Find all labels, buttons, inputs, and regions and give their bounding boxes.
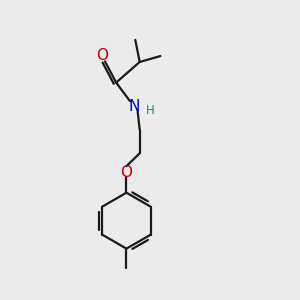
Text: O: O [120, 165, 132, 180]
Text: N: N [128, 99, 140, 114]
Text: H: H [146, 104, 154, 117]
Text: O: O [97, 48, 109, 63]
